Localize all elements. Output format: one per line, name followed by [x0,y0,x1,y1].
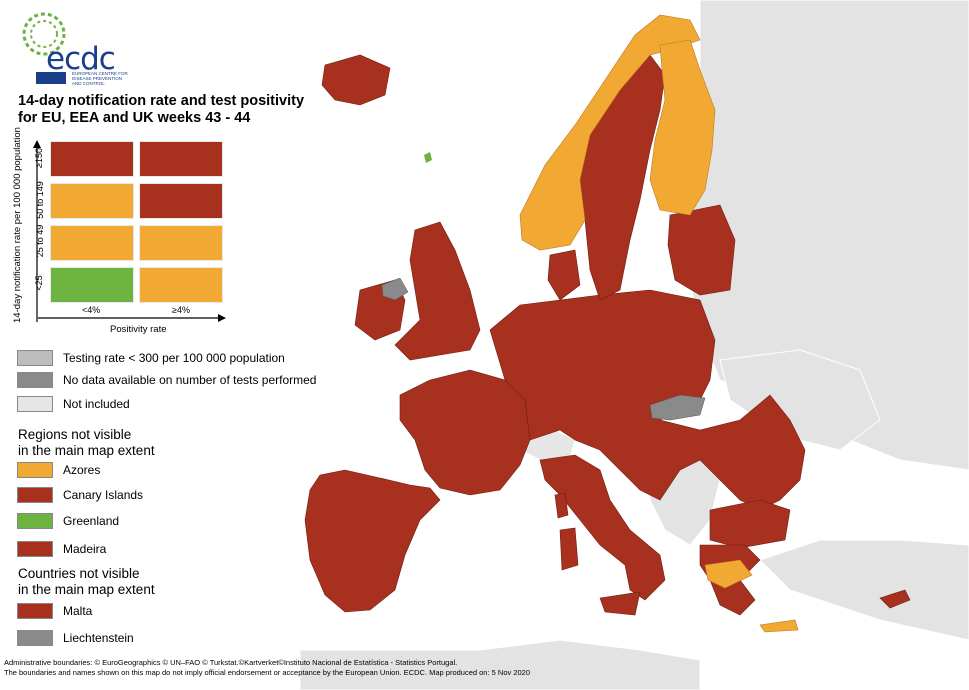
map-footer: Administrative boundaries: © EuroGeograp… [4,658,704,678]
title-line-2: for EU, EEA and UK weeks 43 - 44 [18,110,251,126]
cell-25-low [50,225,134,261]
ecdc-logo: ecdc EUROPEAN CENTRE FOR DISEASE PREVENT… [14,6,128,86]
legend-label: Canary Islands [63,488,144,502]
legend-malta: Malta [17,602,92,620]
legend-label: Liechtenstein [63,631,134,645]
legend-label: Not included [63,397,130,411]
france [399,369,531,496]
logo-subtitle: EUROPEAN CENTRE FOR DISEASE PREVENTION A… [72,71,128,86]
north-africa-land [299,639,701,690]
legend-testing-rate: Testing rate < 300 per 100 000 populatio… [17,349,285,367]
countries-heading: Countries not visible in the main map ex… [18,566,155,598]
y-axis-label: 14-day notification rate per 100 000 pop… [12,127,23,323]
cell-50-high [139,183,223,219]
ukraine-land [719,349,881,451]
legend-label: Azores [63,463,101,477]
iceland [321,54,391,106]
title-line-1: 14-day notification rate and test positi… [18,93,305,109]
regions-heading-line-1: Regions not visible [18,427,132,442]
logo-globe-icon [22,12,66,56]
iberia [304,469,441,613]
legend-swatch [17,462,53,478]
corsica [554,492,569,519]
y-axis-arrow-icon [33,140,41,322]
cell-150-low [50,141,134,177]
legend-canary-islands: Canary Islands [17,486,143,504]
cyprus [879,589,911,609]
eu-flag-icon [36,72,66,84]
sweden [579,54,666,301]
norway [519,14,701,251]
legend-label: Madeira [63,542,107,556]
cell-lt25-low [50,267,134,303]
countries-heading-line-2: in the main map extent [18,582,155,597]
legend-swatch [17,541,53,557]
legend-madeira: Madeira [17,540,106,558]
sardinia [559,527,579,571]
y-tick-0: ≥150 [34,148,44,168]
regions-heading-line-2: in the main map extent [18,443,155,458]
central-europe [489,289,806,511]
y-tick-2: 25 to 49 [35,224,45,258]
legend-swatch [17,603,53,619]
x-tick-0: <4% [82,305,101,315]
y-tick-3: <25 [34,275,44,291]
sicily [599,591,641,616]
regions-heading: Regions not visible in the main map exte… [18,427,155,459]
legend-swatch [17,396,53,412]
slovakia [649,394,706,421]
legend-not-included: Not included [17,395,130,413]
legend-label: Malta [63,604,93,618]
legend-label: Greenland [63,514,120,528]
countries-heading-line-1: Countries not visible [18,566,140,581]
northern-ireland [381,277,409,301]
legend-azores: Azores [17,461,100,479]
greek-islands-orange [704,559,753,589]
legend-liechtenstein: Liechtenstein [17,629,134,647]
footer-line-1: Administrative boundaries: © EuroGeograp… [4,658,458,667]
y-tick-1: 50 to 149 [35,181,45,219]
finland [649,39,716,216]
faroe-islands [424,152,432,163]
legend-label: No data available on number of tests per… [63,373,317,387]
map-title: 14-day notification rate and test positi… [18,93,338,127]
legend-no-data: No data available on number of tests per… [17,371,316,389]
x-tick-1: ≥4% [172,305,190,315]
bulgaria [709,499,791,549]
legend-swatch [17,487,53,503]
legend-greenland: Greenland [17,512,119,530]
cell-50-low [50,183,134,219]
logo-text: ecdc [46,41,116,77]
x-axis-label: Positivity rate [110,324,167,335]
footer-line-2: The boundaries and names shown on this m… [4,668,531,677]
great-britain [394,221,481,361]
x-axis-arrow-icon [38,314,226,322]
cell-150-high [139,141,223,177]
crete [759,619,799,633]
legend-swatch [17,513,53,529]
turkey-land [759,539,969,641]
denmark [547,249,581,301]
legend-swatch [17,630,53,646]
baltics [667,204,736,296]
legend-label: Testing rate < 300 per 100 000 populatio… [63,351,285,365]
cell-25-high [139,225,223,261]
legend-swatch [17,372,53,388]
cell-lt25-high [139,267,223,303]
legend-swatch [17,350,53,366]
